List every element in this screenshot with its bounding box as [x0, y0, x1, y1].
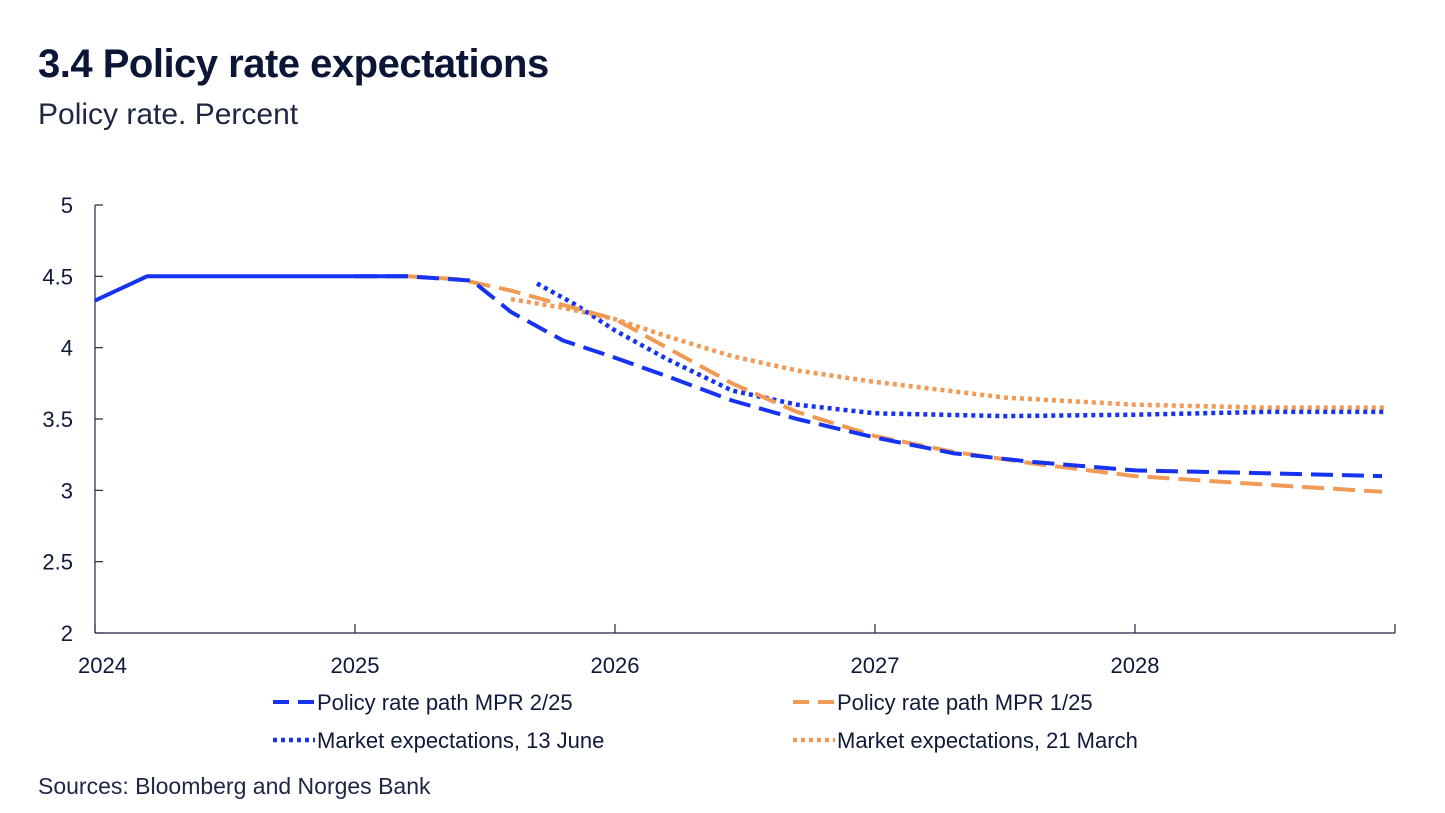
series-lines: [94, 274, 1388, 494]
y-tick-label: 2.5: [42, 550, 73, 575]
series-line-policy-rate-path-mpr-2-25: [355, 274, 1383, 479]
series-line-policy-rate-path-mpr-1-25: [406, 274, 1383, 494]
series-line-market-expectations-21-march: [510, 296, 1388, 410]
series-line-policy-rate: [94, 274, 407, 303]
y-tick-label: 4.5: [42, 264, 73, 289]
legend-label: Market expectations, 13 June: [317, 728, 604, 753]
legend-label: Policy rate path MPR 2/25: [317, 690, 573, 715]
chart-area: 2 2.5 3 3.5 4 4.5 5 2024 2025 2026 2027 2028 Policy…: [42, 193, 1396, 753]
y-tick-label: 3: [61, 478, 73, 503]
source-note: Sources: Bloomberg and Norges Bank: [38, 773, 431, 799]
chart-subtitle: Policy rate. Percent: [38, 98, 299, 131]
x-tick-label: 2026: [591, 653, 640, 678]
chart-title: 3.4 Policy rate expectations: [38, 42, 549, 86]
x-tick-label: 2027: [851, 653, 900, 678]
y-tick-label: 5: [61, 193, 73, 218]
legend: Policy rate path MPR 2/25 Policy rate pat…: [273, 690, 1138, 753]
x-tick-label: 2028: [1111, 653, 1160, 678]
axes: 2 2.5 3 3.5 4 4.5 5 2024 2025 2026 2027 2028: [42, 193, 1396, 678]
y-tick-label: 4: [61, 336, 73, 361]
legend-label: Market expectations, 21 March: [837, 728, 1138, 753]
x-tick-label: 2024: [78, 653, 127, 678]
x-tick-label: 2025: [331, 653, 380, 678]
y-tick-label: 2: [61, 621, 73, 646]
legend-label: Policy rate path MPR 1/25: [837, 690, 1093, 715]
y-tick-label: 3.5: [42, 407, 73, 432]
series-line-market-expectations-13-june: [535, 281, 1388, 419]
